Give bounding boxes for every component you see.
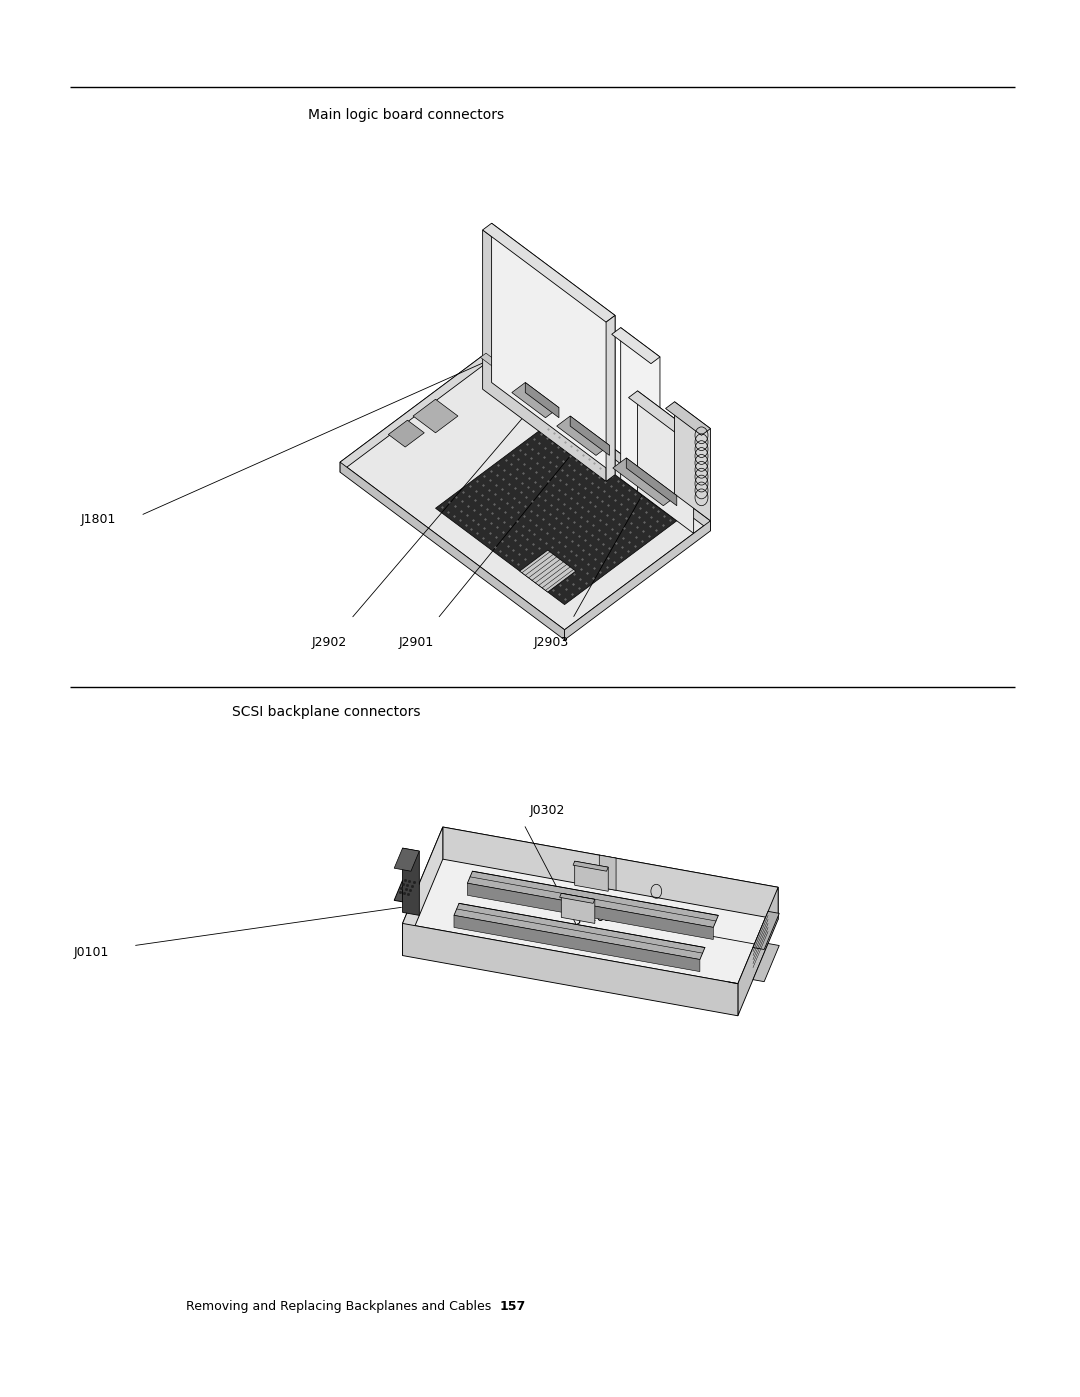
Polygon shape — [570, 416, 609, 455]
Text: Removing and Replacing Backplanes and Cables: Removing and Replacing Backplanes and Ca… — [186, 1299, 491, 1313]
Polygon shape — [443, 827, 778, 919]
Polygon shape — [340, 462, 565, 640]
Polygon shape — [435, 425, 677, 605]
Polygon shape — [575, 861, 608, 891]
Polygon shape — [413, 400, 458, 433]
Polygon shape — [389, 420, 424, 447]
Text: J2902: J2902 — [312, 636, 347, 648]
Text: J0102: J0102 — [578, 911, 613, 925]
Polygon shape — [394, 848, 419, 872]
Polygon shape — [606, 316, 616, 482]
Text: J0302: J0302 — [529, 805, 565, 817]
Polygon shape — [512, 383, 559, 418]
Text: J0101: J0101 — [73, 946, 109, 960]
Text: Main logic board connectors: Main logic board connectors — [308, 108, 504, 122]
Polygon shape — [403, 827, 778, 983]
Polygon shape — [599, 855, 616, 890]
Polygon shape — [556, 416, 609, 455]
Polygon shape — [340, 353, 711, 630]
Polygon shape — [565, 521, 711, 640]
Polygon shape — [753, 943, 780, 982]
Text: J2903: J2903 — [534, 636, 568, 648]
Text: 157: 157 — [500, 1299, 526, 1313]
Polygon shape — [573, 861, 608, 872]
Polygon shape — [403, 848, 419, 915]
Polygon shape — [483, 224, 616, 323]
Text: SCSI backplane connectors: SCSI backplane connectors — [232, 705, 421, 719]
Text: J2901: J2901 — [399, 636, 433, 648]
Polygon shape — [394, 880, 419, 904]
Polygon shape — [738, 887, 778, 1016]
Polygon shape — [637, 391, 693, 534]
Polygon shape — [753, 911, 780, 950]
Polygon shape — [454, 915, 700, 972]
Polygon shape — [403, 923, 738, 1016]
Polygon shape — [454, 904, 705, 960]
Polygon shape — [491, 224, 616, 475]
Polygon shape — [483, 231, 606, 482]
Polygon shape — [559, 893, 595, 904]
Polygon shape — [562, 893, 595, 923]
Polygon shape — [519, 550, 576, 592]
Polygon shape — [665, 402, 711, 436]
Text: J1801: J1801 — [81, 513, 117, 527]
Polygon shape — [481, 353, 509, 374]
Polygon shape — [468, 872, 718, 928]
Polygon shape — [626, 458, 677, 506]
Polygon shape — [611, 328, 660, 363]
Polygon shape — [403, 827, 443, 956]
Polygon shape — [612, 458, 677, 506]
Polygon shape — [621, 328, 660, 509]
Polygon shape — [340, 353, 486, 472]
Polygon shape — [675, 402, 711, 521]
Polygon shape — [525, 383, 559, 418]
Polygon shape — [486, 353, 711, 531]
Polygon shape — [629, 391, 693, 440]
Polygon shape — [468, 883, 713, 939]
